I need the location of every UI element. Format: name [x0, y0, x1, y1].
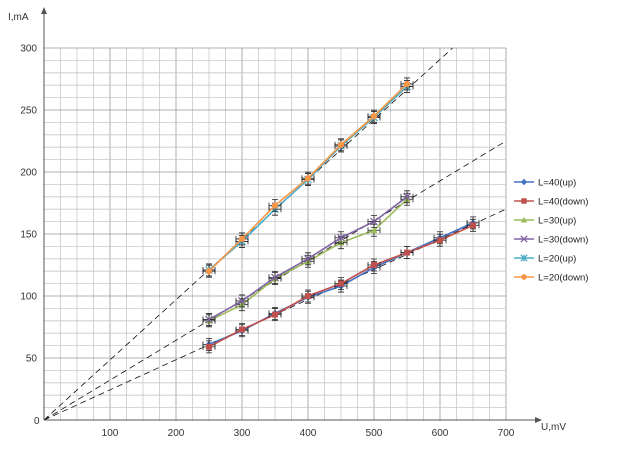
y-tick-label: 100 — [20, 292, 37, 303]
series-L=30(down) — [202, 190, 414, 326]
marker-diamond — [520, 178, 528, 186]
marker-square — [272, 311, 278, 318]
x-tick-label: 600 — [432, 428, 449, 439]
marker-x — [205, 315, 213, 324]
origin-label: 0 — [34, 416, 40, 427]
marker-circle — [304, 175, 312, 182]
marker-triangle — [520, 216, 528, 223]
x-tick-label: 700 — [498, 428, 515, 439]
tick-labels: 100 200 300 400 500 600 700 50 100 150 200 250 300 — [20, 44, 514, 440]
legend-item: L=20(up) — [514, 254, 576, 265]
x-tick-label: 500 — [366, 428, 383, 439]
series-L=40(down) — [202, 218, 480, 354]
legend-item: L=30(down) — [514, 235, 588, 246]
x-tick-label: 400 — [300, 428, 317, 439]
y-axis-arrow — [41, 7, 47, 14]
x-tick-label: 300 — [234, 428, 251, 439]
marker-x — [238, 297, 246, 305]
legend-label: L=30(up) — [538, 216, 576, 227]
legend-item: L=30(up) — [514, 216, 576, 227]
legend: L=40(up) L=40(down) L=30(up) L=30(down) L=20… — [514, 178, 588, 284]
marker-square — [521, 198, 527, 204]
marker-x — [520, 235, 528, 243]
y-tick-label: 200 — [20, 168, 37, 179]
series-L=20(down) — [202, 77, 414, 278]
axes — [41, 7, 542, 423]
x-axis-label: U,mV — [541, 422, 566, 433]
marker-x — [304, 254, 312, 263]
marker-circle — [403, 80, 411, 88]
marker-square — [338, 280, 344, 287]
y-axis-label: I,mA — [8, 12, 29, 23]
marker-square — [470, 222, 476, 229]
marker-square — [206, 343, 212, 350]
marker-circle — [238, 235, 246, 243]
legend-label: L=20(down) — [538, 273, 588, 284]
trend-line — [43, 47, 453, 421]
legend-label: L=40(up) — [538, 178, 576, 189]
marker-triangle — [370, 226, 378, 234]
marker-star — [520, 254, 528, 262]
marker-square — [437, 237, 443, 244]
y-tick-label: 150 — [20, 230, 37, 241]
series — [202, 77, 480, 354]
x-tick-label: 100 — [102, 428, 119, 439]
legend-item: L=40(up) — [514, 178, 576, 189]
marker-square — [371, 262, 377, 268]
marker-circle — [337, 141, 345, 148]
marker-x — [337, 233, 345, 242]
marker-x — [403, 192, 411, 201]
legend-item: L=40(down) — [514, 197, 588, 208]
marker-circle — [521, 274, 527, 280]
legend-item: L=20(down) — [514, 273, 588, 284]
marker-x — [370, 217, 378, 226]
x-tick-label: 200 — [168, 428, 185, 439]
marker-circle — [271, 202, 279, 209]
marker-square — [239, 326, 245, 333]
y-tick-label: 50 — [26, 354, 38, 365]
marker-x — [271, 273, 279, 282]
legend-label: L=30(down) — [538, 235, 588, 246]
marker-square — [305, 293, 311, 299]
x-axis-arrow — [535, 417, 542, 423]
legend-label: L=20(up) — [538, 254, 576, 265]
marker-square — [404, 249, 410, 256]
y-tick-label: 300 — [20, 44, 37, 55]
marker-circle — [205, 268, 213, 275]
y-tick-label: 250 — [20, 106, 37, 117]
marker-circle — [370, 113, 378, 120]
grid — [43, 47, 507, 421]
legend-label: L=40(down) — [538, 197, 588, 208]
